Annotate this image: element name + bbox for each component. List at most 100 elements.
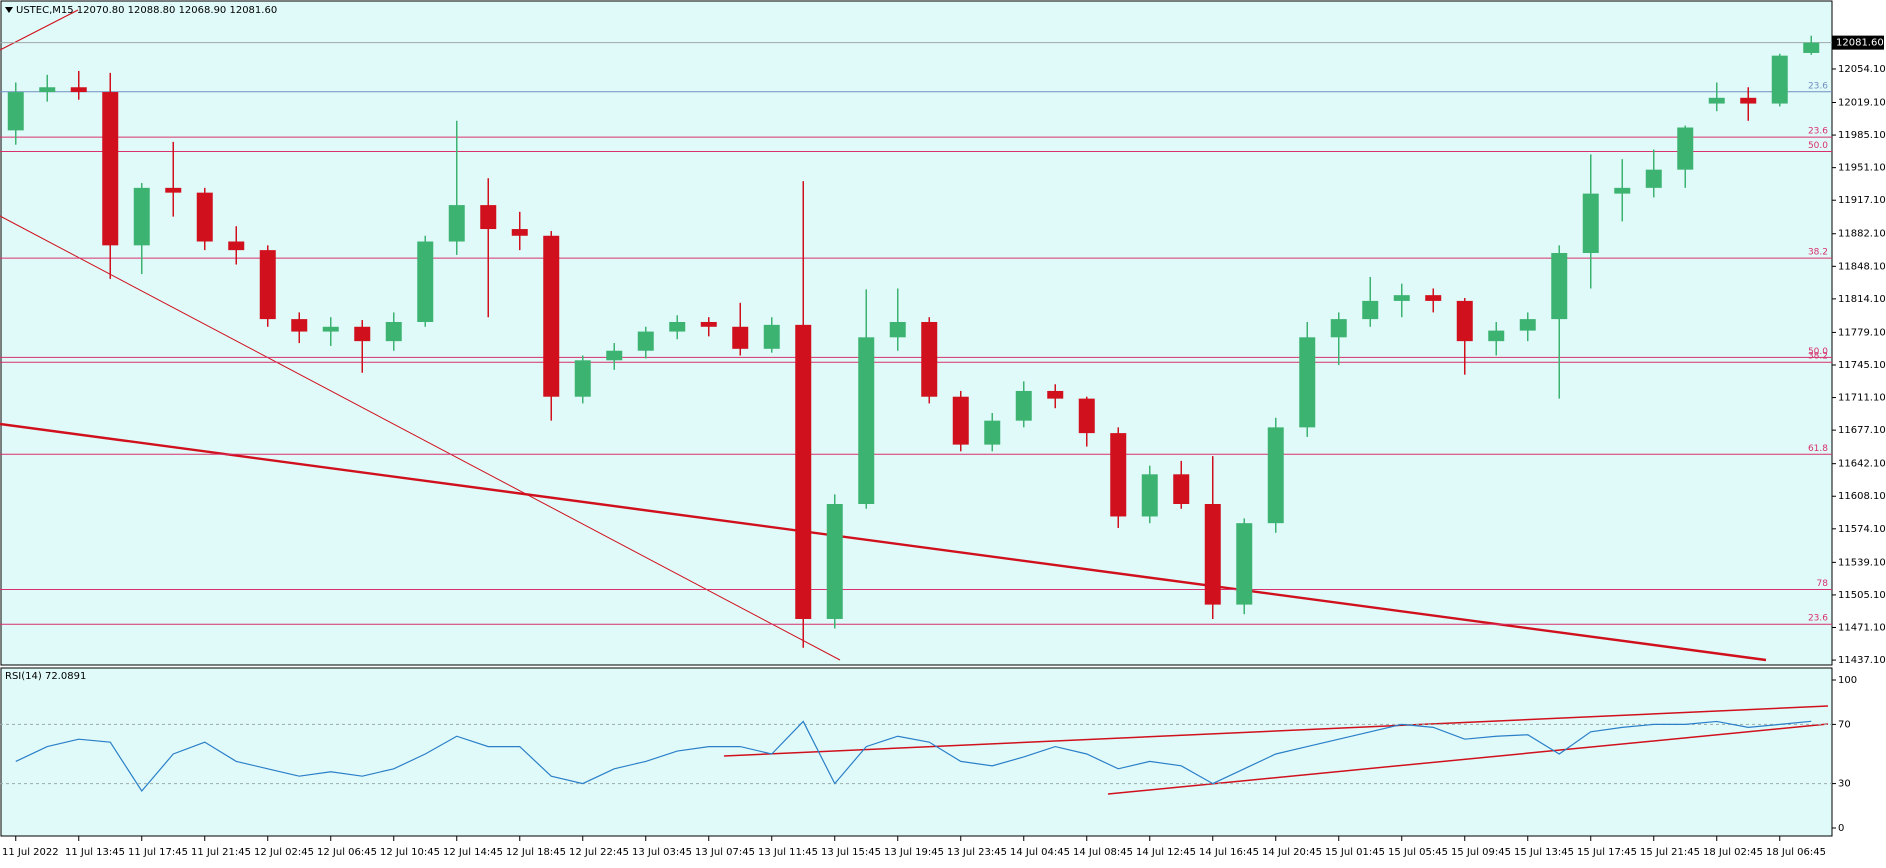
- candle-body: [228, 241, 245, 251]
- y-tick-label: 30: [1838, 779, 1851, 790]
- candle-body: [1015, 390, 1032, 421]
- x-tick-label: 15 Jul 17:45: [1577, 847, 1637, 858]
- y-tick-label: 11711.10: [1838, 393, 1886, 404]
- chart-title: USTEC,M15 12070.80 12088.80 12068.90 120…: [16, 5, 277, 16]
- candle-body: [858, 337, 875, 505]
- candle-body: [606, 350, 623, 361]
- x-tick-label: 13 Jul 15:45: [821, 847, 881, 858]
- candle-body: [1110, 433, 1127, 517]
- candle-body: [984, 420, 1001, 445]
- y-tick-label: 11677.10: [1838, 425, 1886, 436]
- y-tick-label: 11471.10: [1838, 622, 1886, 633]
- x-tick-label: 14 Jul 20:45: [1262, 847, 1322, 858]
- y-tick-label: 11882.10: [1838, 229, 1886, 240]
- y-tick-label: 11745.10: [1838, 360, 1886, 371]
- y-tick-label: 70: [1838, 719, 1851, 730]
- candle-body: [1582, 193, 1599, 254]
- candle-body: [1803, 42, 1820, 53]
- x-tick-label: 14 Jul 08:45: [1073, 847, 1133, 858]
- candle-body: [165, 187, 182, 193]
- x-tick-label: 12 Jul 18:45: [506, 847, 566, 858]
- rsi-panel: [0, 667, 1833, 837]
- rsi-title: RSI(14) 72.0891: [5, 671, 86, 682]
- candle-body: [1519, 319, 1536, 331]
- candle-body: [1677, 127, 1694, 170]
- candle-body: [133, 187, 150, 246]
- rsi-line: [15, 720, 1812, 793]
- candle-body: [1771, 55, 1788, 104]
- y-tick-label: 11539.10: [1838, 557, 1886, 568]
- rsi-trend-line: [1107, 723, 1829, 795]
- candle-body: [1740, 97, 1757, 104]
- y-tick-label: 12019.10: [1838, 97, 1886, 108]
- candle-body: [1204, 504, 1221, 605]
- x-tick-label: 18 Jul 02:45: [1703, 847, 1763, 858]
- x-tick-label: 11 Jul 21:45: [191, 847, 251, 858]
- candle-body: [1330, 319, 1347, 338]
- candle-body: [259, 250, 276, 320]
- y-tick-label: 11779.10: [1838, 327, 1886, 338]
- x-tick-label: 13 Jul 23:45: [947, 847, 1007, 858]
- fib-level-label: 23.6: [1808, 81, 1828, 91]
- y-tick-label: 11917.10: [1838, 195, 1886, 206]
- trend-line: [0, 215, 841, 661]
- x-tick-label: 15 Jul 01:45: [1325, 847, 1385, 858]
- y-tick-label: 11985.10: [1838, 130, 1886, 141]
- x-tick-label: 12 Jul 14:45: [443, 847, 503, 858]
- fib-level-label: 61.8: [1808, 444, 1828, 454]
- y-tick-label: 11951.10: [1838, 163, 1886, 174]
- x-tick-label: 18 Jul 06:45: [1766, 847, 1826, 858]
- rsi-trend-line: [723, 705, 1829, 757]
- candle-body: [480, 205, 497, 230]
- candle-body: [39, 87, 56, 93]
- candle-body: [1456, 300, 1473, 342]
- x-tick-label: 12 Jul 02:45: [254, 847, 314, 858]
- y-tick-label: 11814.10: [1838, 294, 1886, 305]
- y-tick-label: 11574.10: [1838, 524, 1886, 535]
- candle-body: [921, 321, 938, 397]
- candle-body: [1267, 427, 1284, 524]
- y-tick-label: 12054.10: [1838, 64, 1886, 75]
- x-tick-label: 13 Jul 07:45: [695, 847, 755, 858]
- candle-body: [1362, 300, 1379, 320]
- candle-body: [1393, 295, 1410, 301]
- candle-body: [70, 87, 87, 93]
- fib-level-label: 23.6: [1808, 127, 1828, 137]
- price-panel: [0, 0, 1833, 666]
- candle-body: [1299, 337, 1316, 428]
- candle-body: [448, 205, 465, 242]
- x-tick-label: 11 Jul 17:45: [128, 847, 188, 858]
- candle-body: [763, 324, 780, 349]
- x-tick-label: 12 Jul 06:45: [317, 847, 377, 858]
- candle-body: [700, 321, 717, 327]
- candle-body: [1236, 523, 1253, 605]
- y-tick-label: 11608.10: [1838, 491, 1886, 502]
- trend-line: [0, 422, 1767, 662]
- candle-body: [291, 319, 308, 332]
- candle-body: [889, 321, 906, 338]
- menu-arrow[interactable]: [5, 7, 13, 13]
- y-tick-label: 11505.10: [1838, 590, 1886, 601]
- candle-body: [1488, 330, 1505, 342]
- candle-body: [669, 321, 686, 332]
- candle-body: [196, 192, 213, 242]
- x-tick-label: 15 Jul 05:45: [1388, 847, 1448, 858]
- candle-body: [952, 396, 969, 445]
- candle-body: [417, 241, 434, 322]
- candle-body: [1614, 187, 1631, 194]
- y-tick-label: 0: [1838, 823, 1844, 834]
- candle-body: [826, 504, 843, 619]
- x-tick-label: 12 Jul 10:45: [380, 847, 440, 858]
- fib-level-label: 38.2: [1808, 352, 1828, 362]
- candle-body: [543, 235, 560, 397]
- candle-body: [1047, 390, 1064, 399]
- candle-body: [1708, 97, 1725, 104]
- x-tick-label: 13 Jul 19:45: [884, 847, 944, 858]
- candle-body: [354, 326, 371, 342]
- candle-body: [1141, 474, 1158, 517]
- x-tick-label: 12 Jul 22:45: [569, 847, 629, 858]
- fib-level-label: 38.2: [1808, 248, 1828, 258]
- price-tag-label: 12081.60: [1836, 38, 1884, 49]
